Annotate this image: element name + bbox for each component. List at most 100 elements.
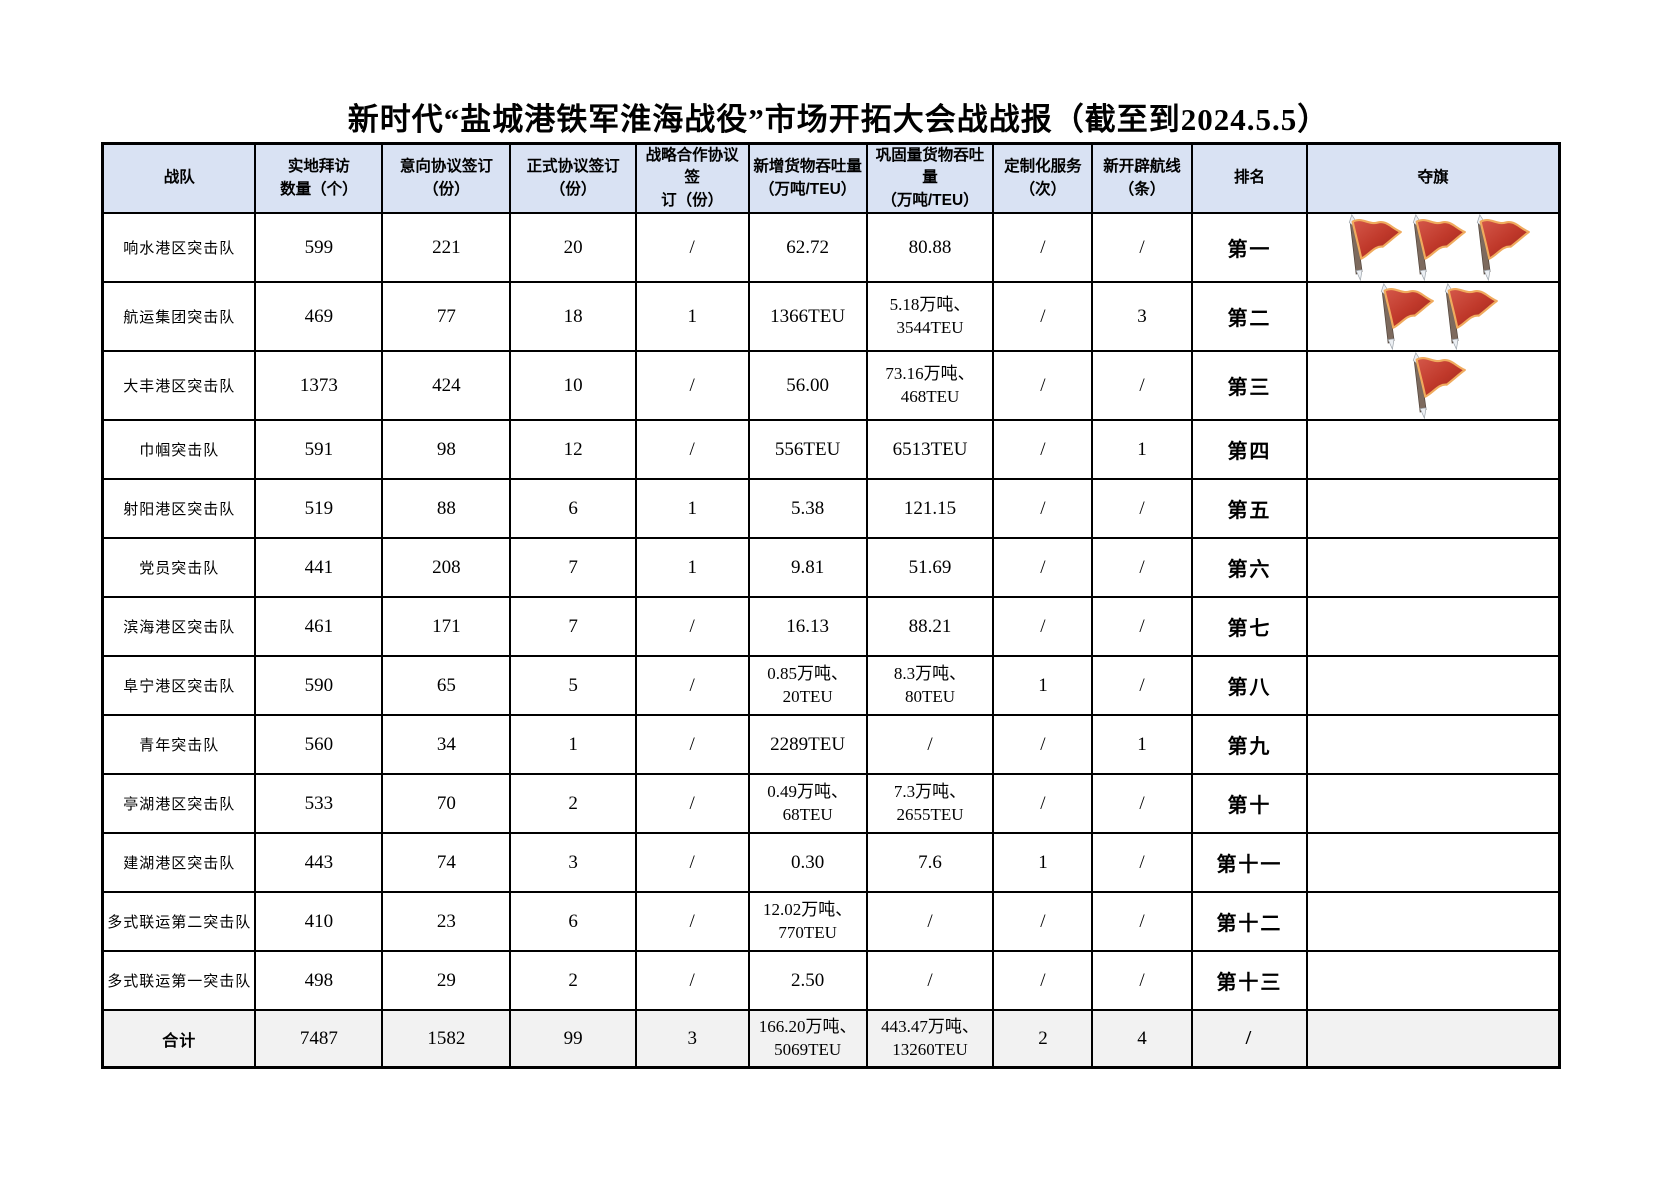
cell-new-cargo: 9.81 xyxy=(747,537,868,599)
cell-new-routes: / xyxy=(1091,596,1193,658)
cell-intent: 98 xyxy=(381,419,512,481)
cell-new-routes: / xyxy=(1091,950,1193,1012)
cell-consolidated-cargo: 88.21 xyxy=(865,596,995,658)
cell-team: 响水港区突击队 xyxy=(101,212,257,284)
table-row: 党员突击队 441 208 7 1 9.81 51.69 / / 第六 xyxy=(101,537,1561,599)
cell-formal: 6 xyxy=(509,478,637,540)
cell-consolidated-cargo: / xyxy=(865,891,995,953)
cell-flags xyxy=(1306,281,1561,353)
cell-new-routes: / xyxy=(1091,350,1193,422)
red-flag-icon xyxy=(1396,353,1470,419)
cell-new-cargo: 2289TEU xyxy=(747,714,868,776)
cell-team: 青年突击队 xyxy=(101,714,257,776)
cell-visits: 461 xyxy=(254,596,384,658)
column-header-custom-service: 定制化服务 （次） xyxy=(992,142,1094,215)
cell-consolidated-cargo-total: 443.47万吨、 13260TEU xyxy=(865,1009,995,1069)
cell-formal: 2 xyxy=(509,773,637,835)
cell-new-cargo: 12.02万吨、 770TEU xyxy=(747,891,868,953)
cell-strategic: 1 xyxy=(634,281,750,353)
cell-intent-total: 1582 xyxy=(381,1009,512,1069)
cell-custom-service: / xyxy=(992,281,1094,353)
cell-strategic: / xyxy=(634,714,750,776)
cell-rank: 第八 xyxy=(1190,655,1309,717)
cell-team: 多式联运第二突击队 xyxy=(101,891,257,953)
cell-new-routes-total: 4 xyxy=(1091,1009,1193,1069)
cell-consolidated-cargo: 121.15 xyxy=(865,478,995,540)
red-flag-icon xyxy=(1396,215,1470,281)
cell-intent: 65 xyxy=(381,655,512,717)
cell-strategic: / xyxy=(634,832,750,894)
cell-team: 航运集团突击队 xyxy=(101,281,257,353)
cell-new-cargo: 5.38 xyxy=(747,478,868,540)
cell-strategic: / xyxy=(634,950,750,1012)
cell-custom-service: / xyxy=(992,714,1094,776)
cell-visits: 591 xyxy=(254,419,384,481)
cell-rank: 第五 xyxy=(1190,478,1309,540)
cell-intent: 171 xyxy=(381,596,512,658)
cell-rank: 第十一 xyxy=(1190,832,1309,894)
cell-strategic: / xyxy=(634,350,750,422)
cell-formal: 10 xyxy=(509,350,637,422)
cell-custom-service: / xyxy=(992,212,1094,284)
cell-new-cargo: 16.13 xyxy=(747,596,868,658)
cell-intent: 74 xyxy=(381,832,512,894)
cell-formal: 2 xyxy=(509,950,637,1012)
cell-intent: 88 xyxy=(381,478,512,540)
cell-intent: 34 xyxy=(381,714,512,776)
cell-new-cargo: 56.00 xyxy=(747,350,868,422)
cell-rank: 第一 xyxy=(1190,212,1309,284)
cell-formal: 7 xyxy=(509,537,637,599)
cell-visits: 519 xyxy=(254,478,384,540)
column-header-intent-agreements: 意向协议签订 （份） xyxy=(381,142,512,215)
cell-team: 阜宁港区突击队 xyxy=(101,655,257,717)
column-header-consolidated-cargo: 巩固量货物吞吐量 （万吨/TEU） xyxy=(865,142,995,215)
cell-strategic: / xyxy=(634,212,750,284)
cell-flags xyxy=(1306,419,1561,481)
cell-flags xyxy=(1306,950,1561,1012)
cell-flags xyxy=(1306,350,1561,422)
page-title: 新时代“盐城港铁军淮海战役”市场开拓大会战战报（截至到2024.5.5） xyxy=(347,102,1330,137)
cell-team: 大丰港区突击队 xyxy=(101,350,257,422)
cell-flags xyxy=(1306,773,1561,835)
cell-team-total: 合计 xyxy=(101,1009,257,1069)
cell-rank: 第二 xyxy=(1190,281,1309,353)
cell-intent: 424 xyxy=(381,350,512,422)
cell-consolidated-cargo: 73.16万吨、 468TEU xyxy=(865,350,995,422)
cell-custom-service: / xyxy=(992,950,1094,1012)
cell-consolidated-cargo: 51.69 xyxy=(865,537,995,599)
cell-new-routes: / xyxy=(1091,832,1193,894)
cell-team: 建湖港区突击队 xyxy=(101,832,257,894)
cell-consolidated-cargo: 5.18万吨、 3544TEU xyxy=(865,281,995,353)
cell-strategic: / xyxy=(634,773,750,835)
cell-flags xyxy=(1306,832,1561,894)
column-header-rank: 排名 xyxy=(1190,142,1309,215)
table-row: 巾帼突击队 591 98 12 / 556TEU 6513TEU / 1 第四 xyxy=(101,419,1561,481)
cell-formal-total: 99 xyxy=(509,1009,637,1069)
table-row: 大丰港区突击队 1373 424 10 / 56.00 73.16万吨、 468… xyxy=(101,350,1561,422)
cell-custom-service: / xyxy=(992,537,1094,599)
cell-flags xyxy=(1306,714,1561,776)
table-row: 青年突击队 560 34 1 / 2289TEU / / 1 第九 xyxy=(101,714,1561,776)
cell-visits: 443 xyxy=(254,832,384,894)
cell-new-routes: / xyxy=(1091,537,1193,599)
cell-formal: 5 xyxy=(509,655,637,717)
cell-new-routes: 1 xyxy=(1091,714,1193,776)
table-row: 射阳港区突击队 519 88 6 1 5.38 121.15 / / 第五 xyxy=(101,478,1561,540)
red-flag-icon xyxy=(1460,215,1534,281)
cell-strategic: 1 xyxy=(634,537,750,599)
cell-intent: 70 xyxy=(381,773,512,835)
cell-flags-total xyxy=(1306,1009,1561,1069)
column-header-formal-agreements: 正式协议签订 （份） xyxy=(509,142,637,215)
cell-formal: 6 xyxy=(509,891,637,953)
cell-new-cargo-total: 166.20万吨、 5069TEU xyxy=(747,1009,868,1069)
table-row: 响水港区突击队 599 221 20 / 62.72 80.88 / / 第一 xyxy=(101,212,1561,284)
cell-team: 巾帼突击队 xyxy=(101,419,257,481)
cell-consolidated-cargo: 80.88 xyxy=(865,212,995,284)
cell-new-cargo: 2.50 xyxy=(747,950,868,1012)
total-row: 合计 7487 1582 99 3 166.20万吨、 5069TEU 443.… xyxy=(101,1009,1561,1069)
cell-custom-service: / xyxy=(992,419,1094,481)
cell-formal: 7 xyxy=(509,596,637,658)
cell-custom-service-total: 2 xyxy=(992,1009,1094,1069)
cell-team: 亭湖港区突击队 xyxy=(101,773,257,835)
cell-visits: 533 xyxy=(254,773,384,835)
